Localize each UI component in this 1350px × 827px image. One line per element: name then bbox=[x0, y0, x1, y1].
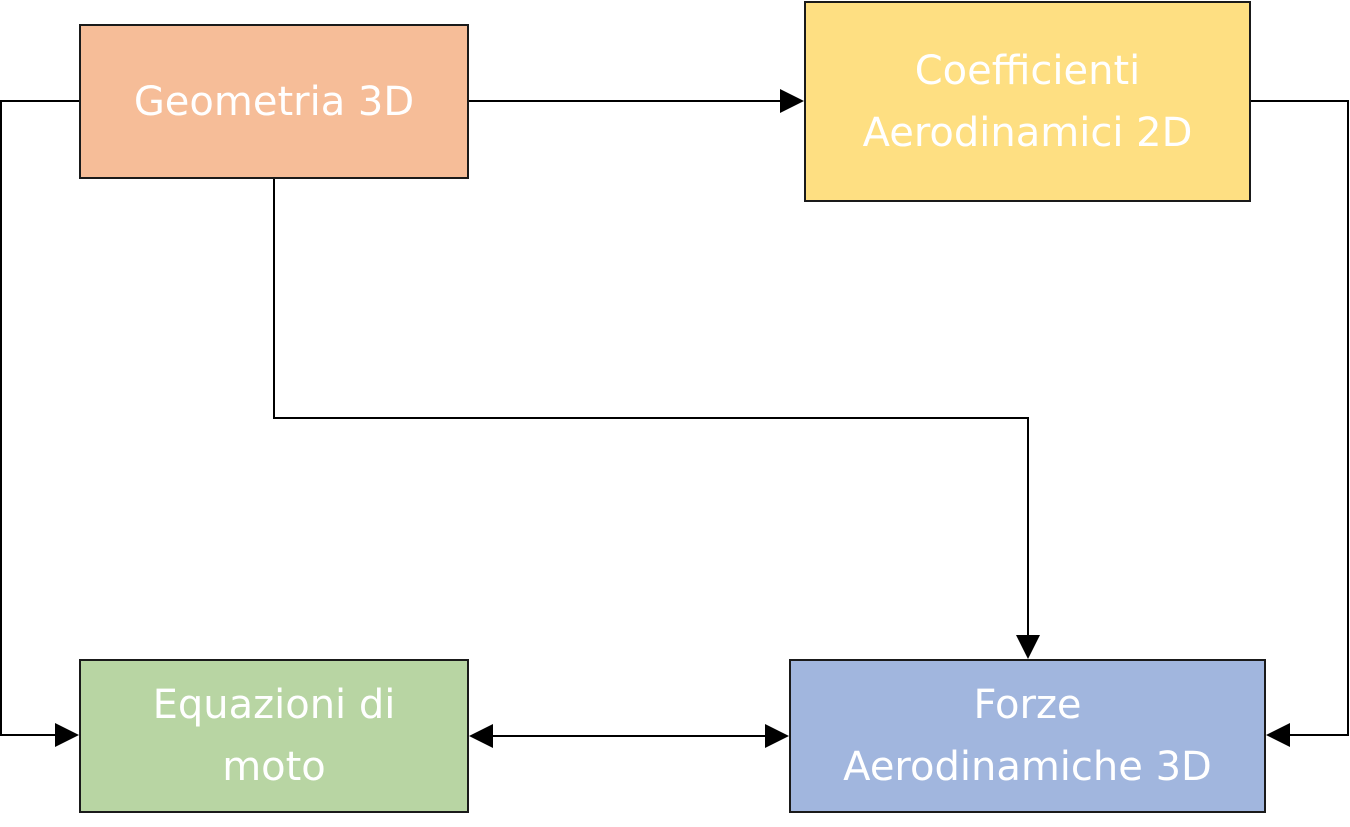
edge-geometria-to-coefficienti bbox=[469, 89, 804, 113]
edge-equazioni-forze-bidirectional bbox=[469, 724, 789, 748]
node-equazioni-di-moto: Equazioni di moto bbox=[79, 659, 469, 813]
edge-geometria-to-forze bbox=[273, 179, 1040, 659]
node-geometria-3d: Geometria 3D bbox=[79, 24, 469, 179]
node-forze-aerodinamiche-3d: Forze Aerodinamiche 3D bbox=[789, 659, 1266, 813]
node-label: Geometria 3D bbox=[133, 78, 415, 125]
edge-coefficienti-to-forze bbox=[1251, 100, 1349, 747]
node-label: Coefficienti Aerodinamici 2D bbox=[862, 47, 1193, 156]
edge-geometria-to-equazioni bbox=[0, 100, 82, 747]
node-coefficienti-aerodinamici-2d: Coefficienti Aerodinamici 2D bbox=[804, 1, 1251, 202]
node-label: Equazioni di moto bbox=[152, 682, 396, 790]
node-label: Forze Aerodinamiche 3D bbox=[843, 682, 1212, 790]
